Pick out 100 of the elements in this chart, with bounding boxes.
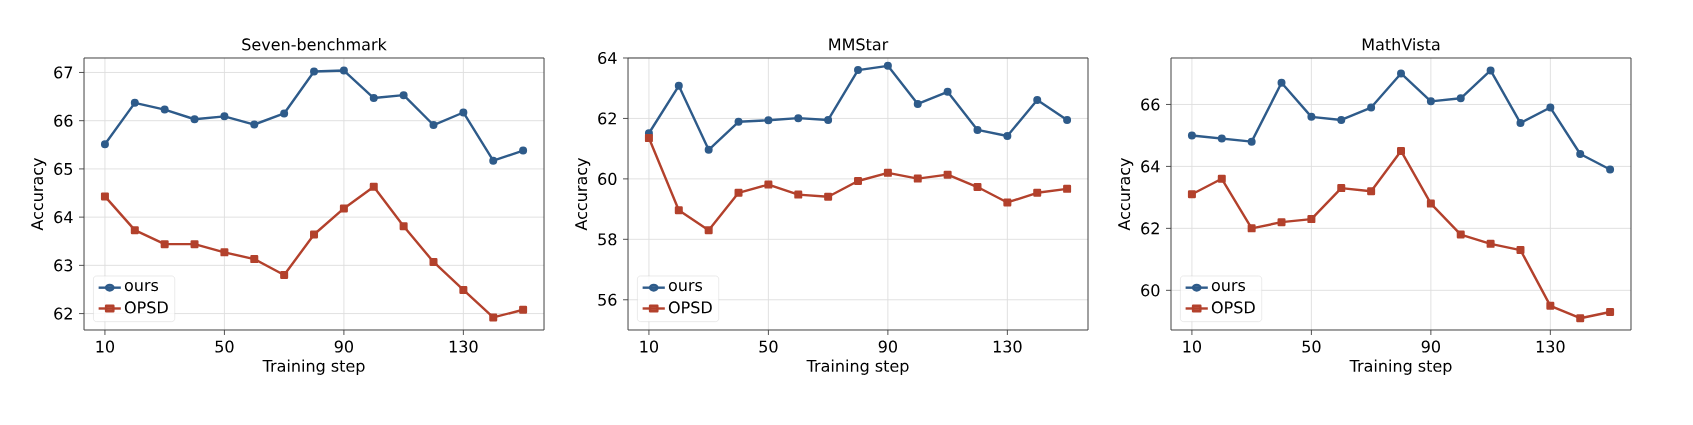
x-axis-title: Training step [262, 359, 365, 375]
point [1426, 199, 1435, 208]
point [399, 91, 408, 100]
point [369, 182, 378, 191]
point [220, 248, 229, 257]
point [1576, 150, 1585, 159]
y-tick-label: 64 [1141, 160, 1160, 173]
point [369, 94, 378, 103]
point [764, 180, 773, 189]
point [1397, 146, 1405, 155]
point [1486, 239, 1495, 248]
point [1003, 131, 1012, 140]
point [1277, 218, 1286, 227]
y-tick-label: 56 [598, 293, 617, 306]
point [943, 170, 952, 179]
y-tick-label: 60 [1141, 284, 1160, 297]
point [160, 105, 169, 114]
point [674, 81, 683, 90]
point [1337, 115, 1346, 124]
point [734, 117, 743, 126]
legend-label: OPSD [668, 301, 712, 314]
point [1606, 165, 1615, 174]
point [794, 190, 803, 199]
point [704, 145, 713, 154]
x-axis-title: Training step [806, 359, 909, 375]
point [794, 114, 803, 123]
point [429, 121, 438, 130]
point [160, 240, 169, 249]
point [973, 125, 982, 134]
point [883, 168, 892, 177]
x-tick-label: 50 [1302, 340, 1321, 353]
x-tick-label: 50 [759, 340, 778, 353]
point [459, 285, 468, 294]
x-tick-label: 50 [215, 340, 234, 353]
point [1063, 184, 1072, 193]
point [1217, 134, 1226, 143]
point [943, 87, 952, 96]
point [429, 257, 438, 266]
point [1003, 198, 1012, 207]
point [489, 156, 498, 165]
point [1426, 97, 1435, 106]
point [883, 61, 892, 70]
chart-title: MathVista [1362, 38, 1440, 51]
point [1307, 215, 1316, 224]
point [1486, 66, 1495, 75]
point [764, 116, 773, 125]
point [1033, 96, 1042, 104]
point [339, 204, 348, 213]
y-tick-label: 66 [1141, 98, 1160, 111]
point [1187, 190, 1196, 199]
point [1546, 301, 1555, 310]
x-tick-label: 130 [1536, 340, 1565, 353]
point [1546, 103, 1555, 112]
point [1337, 184, 1346, 193]
point [1397, 69, 1405, 78]
point [1217, 174, 1226, 183]
point [1033, 188, 1042, 197]
point [190, 240, 199, 249]
y-tick-label: 64 [598, 51, 617, 65]
point [824, 115, 833, 124]
x-tick-label: 130 [449, 340, 478, 353]
x-axis-title: Training step [1349, 359, 1452, 375]
y-tick-label: 66 [54, 114, 73, 127]
point [100, 140, 109, 149]
point [310, 67, 319, 76]
x-tick-label: 130 [993, 340, 1022, 353]
y-tick-label: 62 [54, 307, 72, 320]
legend-label: ours [668, 282, 703, 292]
point [459, 108, 468, 117]
point [130, 226, 139, 235]
point [399, 222, 408, 231]
point [250, 120, 259, 129]
point [190, 115, 199, 124]
point [674, 206, 683, 215]
x-tick-label: 10 [640, 340, 659, 353]
point [1516, 246, 1525, 255]
point [1367, 103, 1376, 112]
point [280, 109, 289, 118]
chart-title: MMStar [829, 38, 889, 51]
y-tick-label: 62 [598, 112, 616, 125]
y-axis-title: Accuracy [31, 157, 47, 231]
point [1456, 230, 1465, 239]
point [913, 174, 922, 183]
point [1367, 187, 1376, 196]
y-tick-label: 62 [1141, 222, 1159, 235]
point [1247, 137, 1256, 146]
y-tick-label: 60 [598, 172, 617, 185]
y-tick-label: 58 [598, 233, 617, 246]
point [1606, 308, 1615, 317]
legend-label: ours [1211, 282, 1246, 292]
point [1277, 78, 1286, 87]
point [1247, 224, 1256, 233]
point [100, 192, 109, 201]
point [1307, 112, 1316, 121]
point [339, 66, 348, 75]
y-tick-label: 65 [54, 162, 73, 175]
legend-label: OPSD [124, 301, 168, 314]
point [250, 255, 259, 264]
point [854, 177, 863, 185]
point [1063, 115, 1072, 124]
